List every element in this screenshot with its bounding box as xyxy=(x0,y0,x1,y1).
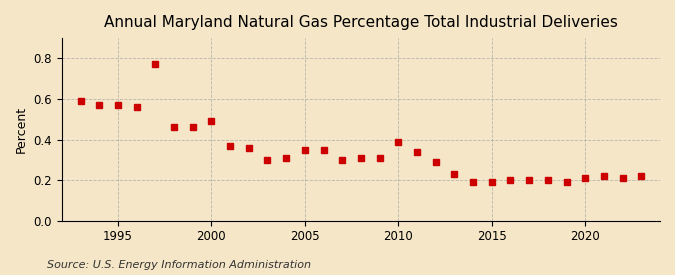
Y-axis label: Percent: Percent xyxy=(15,106,28,153)
Text: Source: U.S. Energy Information Administration: Source: U.S. Energy Information Administ… xyxy=(47,260,311,270)
Title: Annual Maryland Natural Gas Percentage Total Industrial Deliveries: Annual Maryland Natural Gas Percentage T… xyxy=(104,15,618,30)
